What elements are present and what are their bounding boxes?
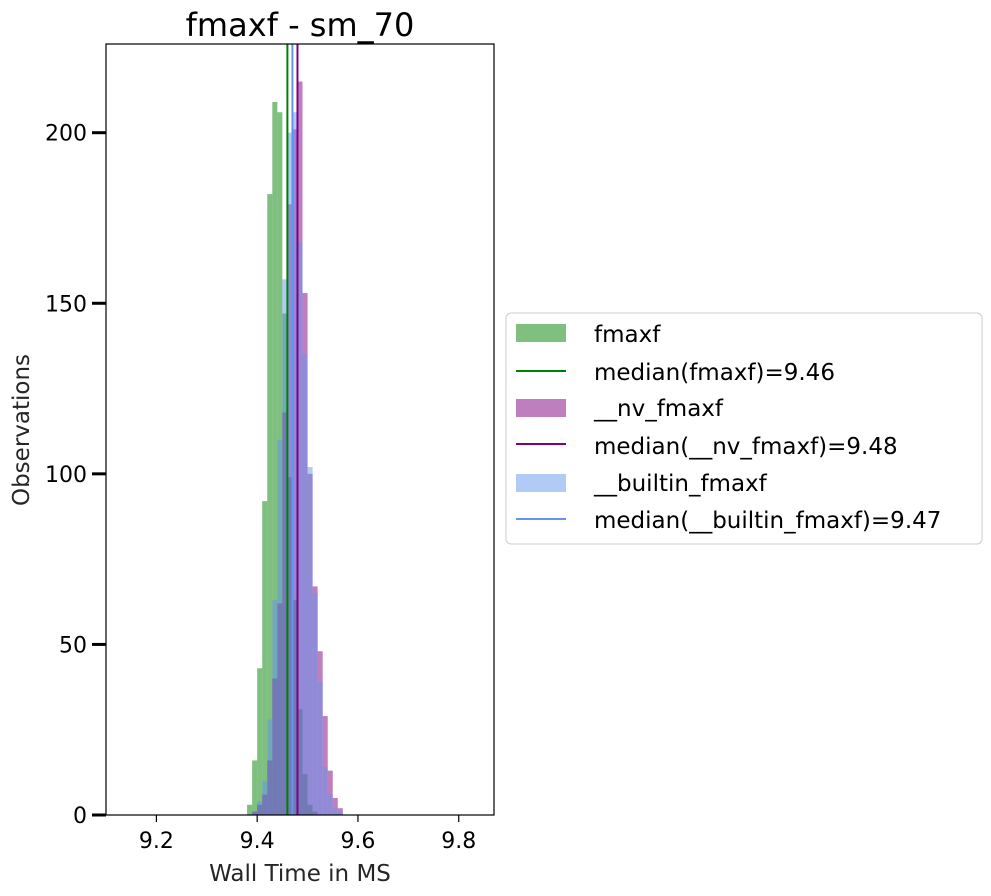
legend-swatch-builtin-fmaxf <box>516 474 566 492</box>
legend-label-median-builtin-fmaxf: median(__builtin_fmaxf)=9.47 <box>594 508 941 534</box>
bar-builtin-fmaxf <box>322 767 328 815</box>
bar-fmaxf <box>252 760 258 815</box>
y-tick-label: 50 <box>59 633 87 658</box>
bar-nv-fmaxf <box>327 770 333 815</box>
x-tick-label: 9.2 <box>139 829 174 854</box>
legend-label-median-fmaxf: median(fmaxf)=9.46 <box>594 360 835 386</box>
bar-builtin-fmaxf <box>287 132 293 815</box>
bar-builtin-fmaxf <box>292 112 298 816</box>
legend: fmaxf median(fmaxf)=9.46 __nv_fmaxf medi… <box>505 312 983 545</box>
bar-nv-fmaxf <box>337 808 343 815</box>
bar-builtin-fmaxf <box>282 279 288 815</box>
bar-builtin-fmaxf <box>307 467 313 815</box>
legend-frame <box>505 312 983 545</box>
bar-builtin-fmaxf <box>297 241 303 815</box>
bar-nv-fmaxf <box>322 716 328 815</box>
y-tick-label: 0 <box>73 804 87 829</box>
bar-fmaxf <box>257 668 263 815</box>
bar-builtin-fmaxf <box>262 780 268 815</box>
median-lines <box>286 44 299 815</box>
x-tick-label: 9.6 <box>340 829 375 854</box>
plot-area <box>105 43 495 816</box>
legend-label-nv-fmaxf: __nv_fmaxf <box>593 396 724 422</box>
y-tick-label: 100 <box>45 463 87 488</box>
bar-builtin-fmaxf <box>267 719 273 815</box>
bar-fmaxf <box>262 501 268 815</box>
bar-builtin-fmaxf <box>277 439 283 815</box>
bar-fmaxf <box>272 102 278 815</box>
x-tick-label: 9.4 <box>240 829 275 854</box>
bar-fmaxf <box>247 804 253 815</box>
y-axis-label: Observations <box>9 354 35 506</box>
y-tick-label: 200 <box>45 122 87 147</box>
bar-builtin-fmaxf <box>337 811 343 815</box>
bar-builtin-fmaxf <box>252 811 258 815</box>
bar-builtin-fmaxf <box>317 681 323 815</box>
plot-frame <box>105 43 495 816</box>
bar-builtin-fmaxf <box>312 593 318 815</box>
x-axis: 9.2 9.4 9.6 9.8 <box>139 815 476 854</box>
series-builtin-fmaxf <box>252 112 343 816</box>
bar-builtin-fmaxf <box>302 354 308 815</box>
bar-builtin-fmaxf <box>272 600 278 815</box>
legend-label-median-nv-fmaxf: median(__nv_fmaxf)=9.48 <box>594 434 898 460</box>
legend-swatch-fmaxf <box>516 324 566 342</box>
histogram-bars <box>247 81 343 816</box>
y-tick-label: 150 <box>45 292 87 317</box>
legend-label-fmaxf: fmaxf <box>594 322 661 348</box>
y-axis: 0 50 100 150 200 <box>45 122 106 829</box>
bar-nv-fmaxf <box>332 797 338 815</box>
x-axis-label: Wall Time in MS <box>209 861 391 887</box>
bar-builtin-fmaxf <box>257 801 263 815</box>
legend-label-builtin-fmaxf: __builtin_fmaxf <box>593 471 768 497</box>
bar-fmaxf <box>267 194 273 816</box>
bar-builtin-fmaxf <box>332 808 338 815</box>
chart-title: fmaxf - sm_70 <box>186 6 415 44</box>
x-tick-label: 9.8 <box>441 829 476 854</box>
legend-swatch-nv-fmaxf <box>516 399 566 417</box>
bar-builtin-fmaxf <box>327 794 333 815</box>
